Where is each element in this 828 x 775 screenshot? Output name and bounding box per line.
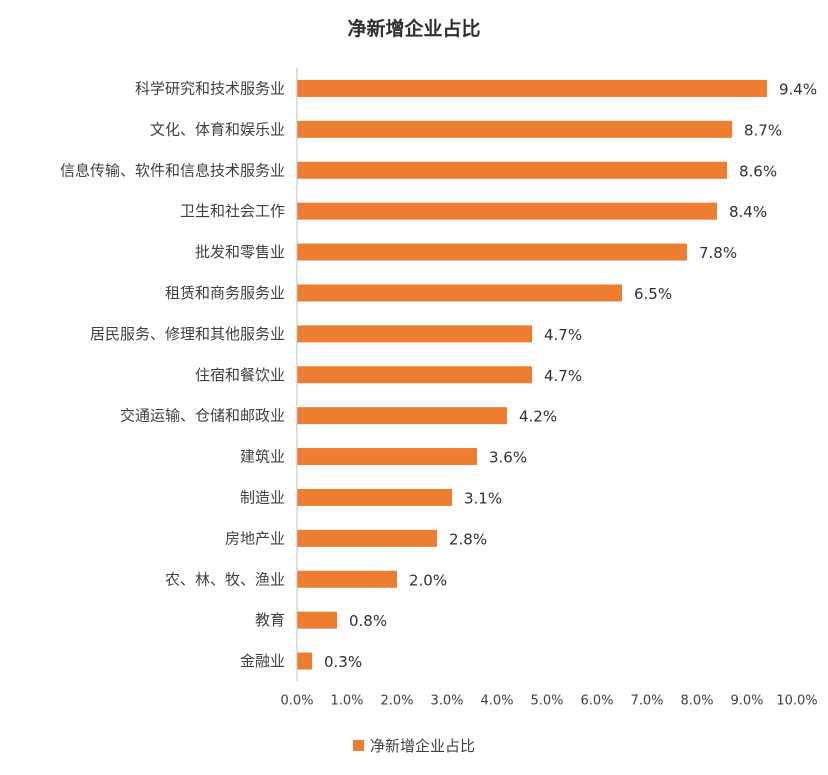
category-label: 交通运输、仓储和邮政业 bbox=[120, 407, 285, 425]
category-label: 住宿和餐饮业 bbox=[195, 366, 285, 384]
data-label: 3.1% bbox=[464, 489, 502, 507]
x-tick-label: 0.0% bbox=[280, 694, 313, 709]
x-tick-label: 3.0% bbox=[430, 694, 463, 709]
data-label: 8.7% bbox=[744, 121, 782, 139]
bar bbox=[297, 488, 452, 506]
category-label: 批发和零售业 bbox=[195, 243, 285, 261]
x-tick-label: 5.0% bbox=[530, 694, 563, 709]
category-label: 农、林、牧、渔业 bbox=[165, 570, 285, 588]
data-label: 0.3% bbox=[324, 653, 362, 671]
category-label: 制造业 bbox=[240, 488, 285, 506]
bar bbox=[297, 529, 437, 547]
category-label: 房地产业 bbox=[225, 529, 285, 547]
bar bbox=[297, 611, 337, 629]
data-label: 4.2% bbox=[519, 408, 557, 426]
bar bbox=[297, 652, 312, 670]
category-label: 卫生和社会工作 bbox=[180, 202, 285, 220]
data-label: 7.8% bbox=[699, 244, 737, 262]
data-label: 0.8% bbox=[349, 612, 387, 630]
x-tick-label: 8.0% bbox=[680, 694, 713, 709]
bar bbox=[297, 243, 687, 261]
category-label: 信息传输、软件和信息技术服务业 bbox=[60, 161, 285, 179]
data-label: 8.4% bbox=[729, 203, 767, 221]
bar bbox=[297, 407, 507, 425]
category-label: 文化、体育和娱乐业 bbox=[150, 120, 285, 138]
bar bbox=[297, 161, 727, 179]
category-label: 科学研究和技术服务业 bbox=[135, 79, 285, 97]
data-label: 6.5% bbox=[634, 285, 672, 303]
bar bbox=[297, 325, 532, 343]
legend-swatch bbox=[352, 740, 364, 751]
category-label: 租赁和商务服务业 bbox=[165, 284, 285, 302]
category-label: 居民服务、修理和其他服务业 bbox=[90, 325, 285, 343]
bar bbox=[297, 570, 397, 588]
data-label: 8.6% bbox=[739, 162, 777, 180]
bar bbox=[297, 79, 767, 97]
category-label: 教育 bbox=[255, 611, 285, 629]
bar bbox=[297, 366, 532, 384]
data-label: 2.0% bbox=[409, 571, 447, 589]
x-tick-label: 10.0% bbox=[776, 694, 817, 709]
x-tick-label: 6.0% bbox=[580, 694, 613, 709]
legend-label: 净新增企业占比 bbox=[369, 737, 475, 755]
bar bbox=[297, 284, 622, 302]
bar bbox=[297, 202, 717, 220]
chart-title: 净新增企业占比 bbox=[347, 18, 481, 40]
data-label: 4.7% bbox=[544, 326, 582, 344]
data-label: 3.6% bbox=[489, 449, 527, 467]
x-tick-label: 2.0% bbox=[380, 694, 413, 709]
x-tick-label: 7.0% bbox=[630, 694, 663, 709]
data-label: 9.4% bbox=[779, 80, 817, 98]
x-tick-label: 1.0% bbox=[330, 694, 363, 709]
x-tick-label: 9.0% bbox=[730, 694, 763, 709]
category-label: 金融业 bbox=[240, 652, 285, 670]
bar bbox=[297, 120, 732, 138]
data-label: 4.7% bbox=[544, 367, 582, 385]
legend: 净新增企业占比 bbox=[0, 735, 828, 756]
x-tick-label: 4.0% bbox=[480, 694, 513, 709]
category-label: 建筑业 bbox=[240, 448, 285, 466]
data-label: 2.8% bbox=[449, 530, 487, 548]
bar bbox=[297, 448, 477, 466]
